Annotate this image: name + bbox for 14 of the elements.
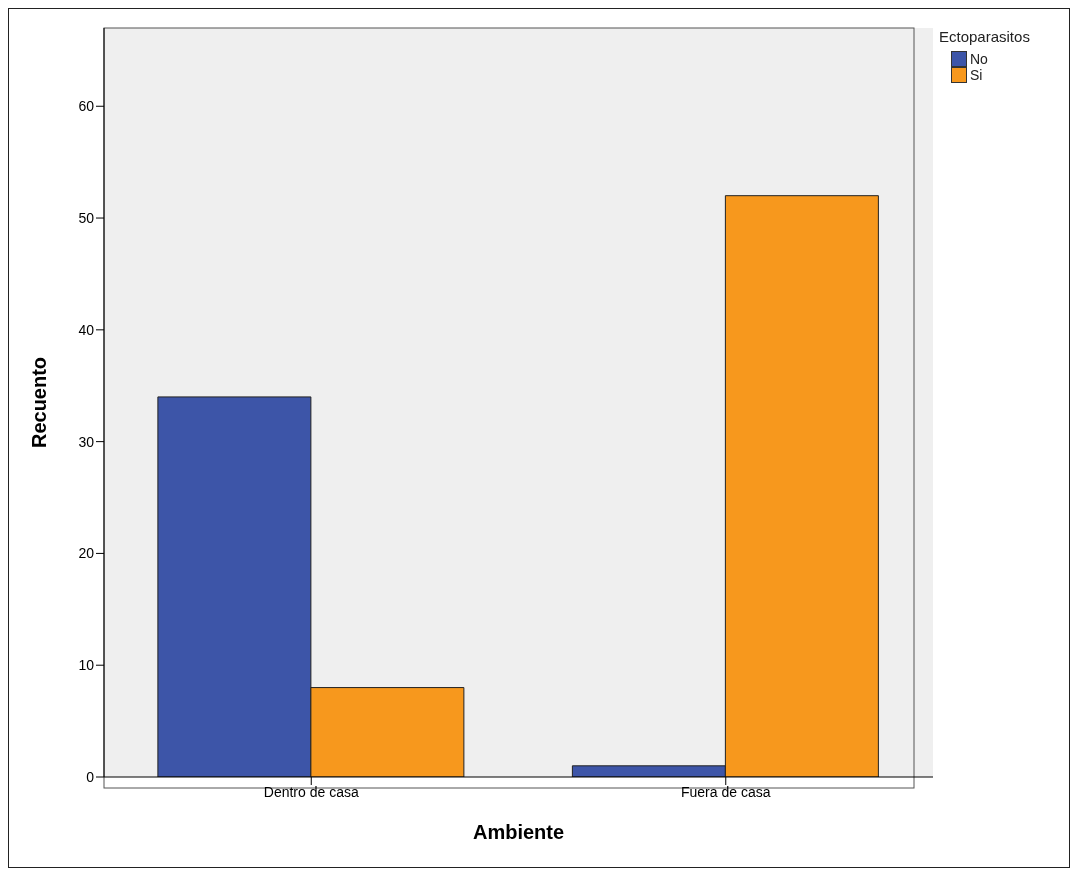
y-tick-label: 30 xyxy=(78,433,95,450)
y-tick-label: 0 xyxy=(86,768,95,785)
y-tick-label: 10 xyxy=(78,657,95,674)
x-tick-label: Dentro de casa xyxy=(263,783,359,800)
x-axis-title: Ambiente xyxy=(472,821,565,843)
y-tick-label: 40 xyxy=(78,321,95,338)
y-axis-title: Recuento xyxy=(28,356,51,449)
legend-label: Si xyxy=(969,67,984,83)
y-tick-label: 20 xyxy=(78,545,95,562)
legend-label: No xyxy=(969,51,989,67)
y-tick-label: 60 xyxy=(78,98,95,115)
x-tick-label: Fuera de casa xyxy=(681,783,771,800)
legend-title: Ectoparasitos xyxy=(939,28,1031,45)
y-tick-label: 50 xyxy=(78,210,95,227)
